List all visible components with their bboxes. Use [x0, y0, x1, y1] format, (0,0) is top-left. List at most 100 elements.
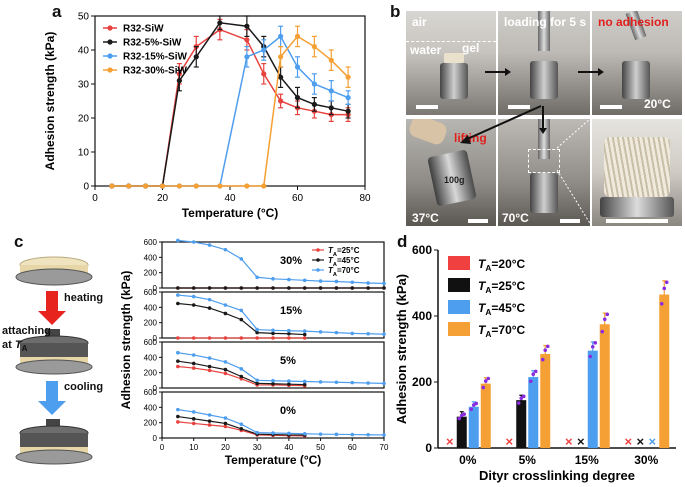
data-point — [126, 183, 132, 189]
x-tick-label: 20 — [157, 193, 169, 204]
replicate-point — [545, 344, 550, 349]
data-point — [328, 105, 334, 111]
data-point — [287, 431, 291, 436]
data-point — [255, 327, 259, 332]
cooling-arrow-head — [38, 401, 66, 415]
subplot-label: 0% — [280, 405, 296, 417]
x-axis-title: Temperature (°C) — [182, 206, 279, 220]
replicate-point — [457, 416, 462, 421]
data-point — [239, 336, 244, 340]
y-tick-label: 600 — [144, 288, 158, 297]
replicate-point — [533, 369, 538, 374]
series-line — [177, 239, 385, 284]
series-line — [111, 35, 349, 187]
data-point — [287, 382, 291, 386]
photo-arrows — [460, 68, 604, 144]
data-point — [176, 183, 182, 189]
x-tick-label: 50 — [316, 443, 325, 452]
chart-d-axes: 0 200 400 600 Adhesion strength (kPa) Dityr c… — [394, 243, 676, 483]
label-loading: loading for 5 s — [504, 15, 587, 29]
data-point — [278, 74, 284, 80]
data-point — [278, 33, 284, 39]
replicate-point — [462, 412, 467, 416]
data-point — [382, 286, 386, 290]
cylinder-weight — [530, 61, 558, 99]
data-point — [302, 382, 307, 387]
y-tick-label: 600 — [144, 338, 158, 347]
data-point — [191, 417, 196, 421]
subplot-label: 30% — [280, 255, 302, 267]
bar — [468, 406, 479, 448]
series-TA=45°C — [176, 301, 307, 337]
x-tick-label: 40 — [284, 443, 293, 452]
x-tick-label: 60 — [292, 193, 304, 204]
y-tick-label: 0 — [83, 182, 89, 193]
replicate-point — [516, 401, 521, 405]
data-point — [302, 329, 307, 333]
photo-no-adhesion: no adhesion 20°C — [591, 10, 683, 116]
data-point — [345, 108, 351, 114]
replicate-point — [588, 354, 593, 359]
data-point — [191, 240, 196, 244]
data-point — [271, 277, 275, 281]
replicate-point — [486, 376, 491, 381]
arrow-head — [460, 135, 471, 144]
legend-marker — [316, 258, 320, 262]
data-point — [207, 419, 212, 423]
bar — [540, 353, 551, 448]
weight-body — [20, 433, 88, 447]
series-line — [177, 409, 385, 436]
scale-bar — [600, 105, 622, 109]
data-point — [223, 421, 228, 426]
data-point — [366, 331, 370, 336]
series-TA=70°C — [176, 238, 386, 286]
zoom-box — [528, 149, 560, 173]
data-point — [239, 257, 244, 261]
replicate-point — [590, 344, 595, 349]
scale-bar — [560, 219, 580, 223]
x-tick-label: 10 — [189, 443, 198, 452]
subplot-30%: 0 200 400 600 30% TA=25°CTA=45°CTA=70°C — [144, 238, 386, 293]
data-point — [191, 294, 196, 299]
data-point — [350, 380, 355, 385]
no-adhesion-marker: × — [648, 434, 656, 449]
plate — [15, 268, 93, 286]
x-tick-label: 30% — [634, 453, 658, 467]
legend-label: R32-5%-SiW — [123, 38, 182, 49]
chart-a-line-chart: 0 20 40 60 80 0 10 20 30 40 50 Temperature (°C) Adhe… — [43, 12, 371, 221]
label-at: at — [2, 339, 15, 351]
y-axis-title: Adhesion strength (kPa) — [394, 274, 409, 424]
no-adhesion-marker: × — [624, 434, 632, 449]
replicate-point — [531, 372, 536, 377]
data-point — [207, 368, 212, 373]
no-adhesion-marker: × — [505, 434, 513, 449]
replicate-point — [481, 385, 486, 390]
no-adhesion-marker: × — [636, 434, 644, 449]
cylinder-weight — [600, 197, 674, 217]
data-point — [207, 297, 212, 302]
weight-knob — [46, 329, 60, 339]
data-point — [318, 330, 323, 334]
no-adhesion-marker: × — [565, 434, 573, 449]
data-point — [255, 430, 259, 435]
y-tick-label: 50 — [78, 12, 90, 23]
gel-disk — [444, 53, 464, 63]
data-point — [334, 279, 339, 284]
data-point — [223, 371, 228, 376]
data-point — [345, 74, 351, 80]
y-tick-label: 20 — [78, 114, 90, 125]
data-point — [382, 281, 386, 286]
data-point — [271, 331, 275, 336]
y-tick-label: 40 — [78, 46, 90, 57]
arrow-head — [539, 128, 547, 134]
data-point — [193, 54, 199, 60]
subplot-label: 5% — [280, 355, 296, 367]
y-tick-label: 200 — [412, 375, 432, 389]
bar — [599, 324, 610, 448]
y-tick-label: 0 — [153, 384, 158, 393]
legend-swatch — [448, 322, 470, 336]
data-point — [366, 281, 370, 285]
legend-marker — [107, 39, 113, 45]
replicate-point — [605, 312, 610, 317]
data-point — [176, 301, 180, 306]
